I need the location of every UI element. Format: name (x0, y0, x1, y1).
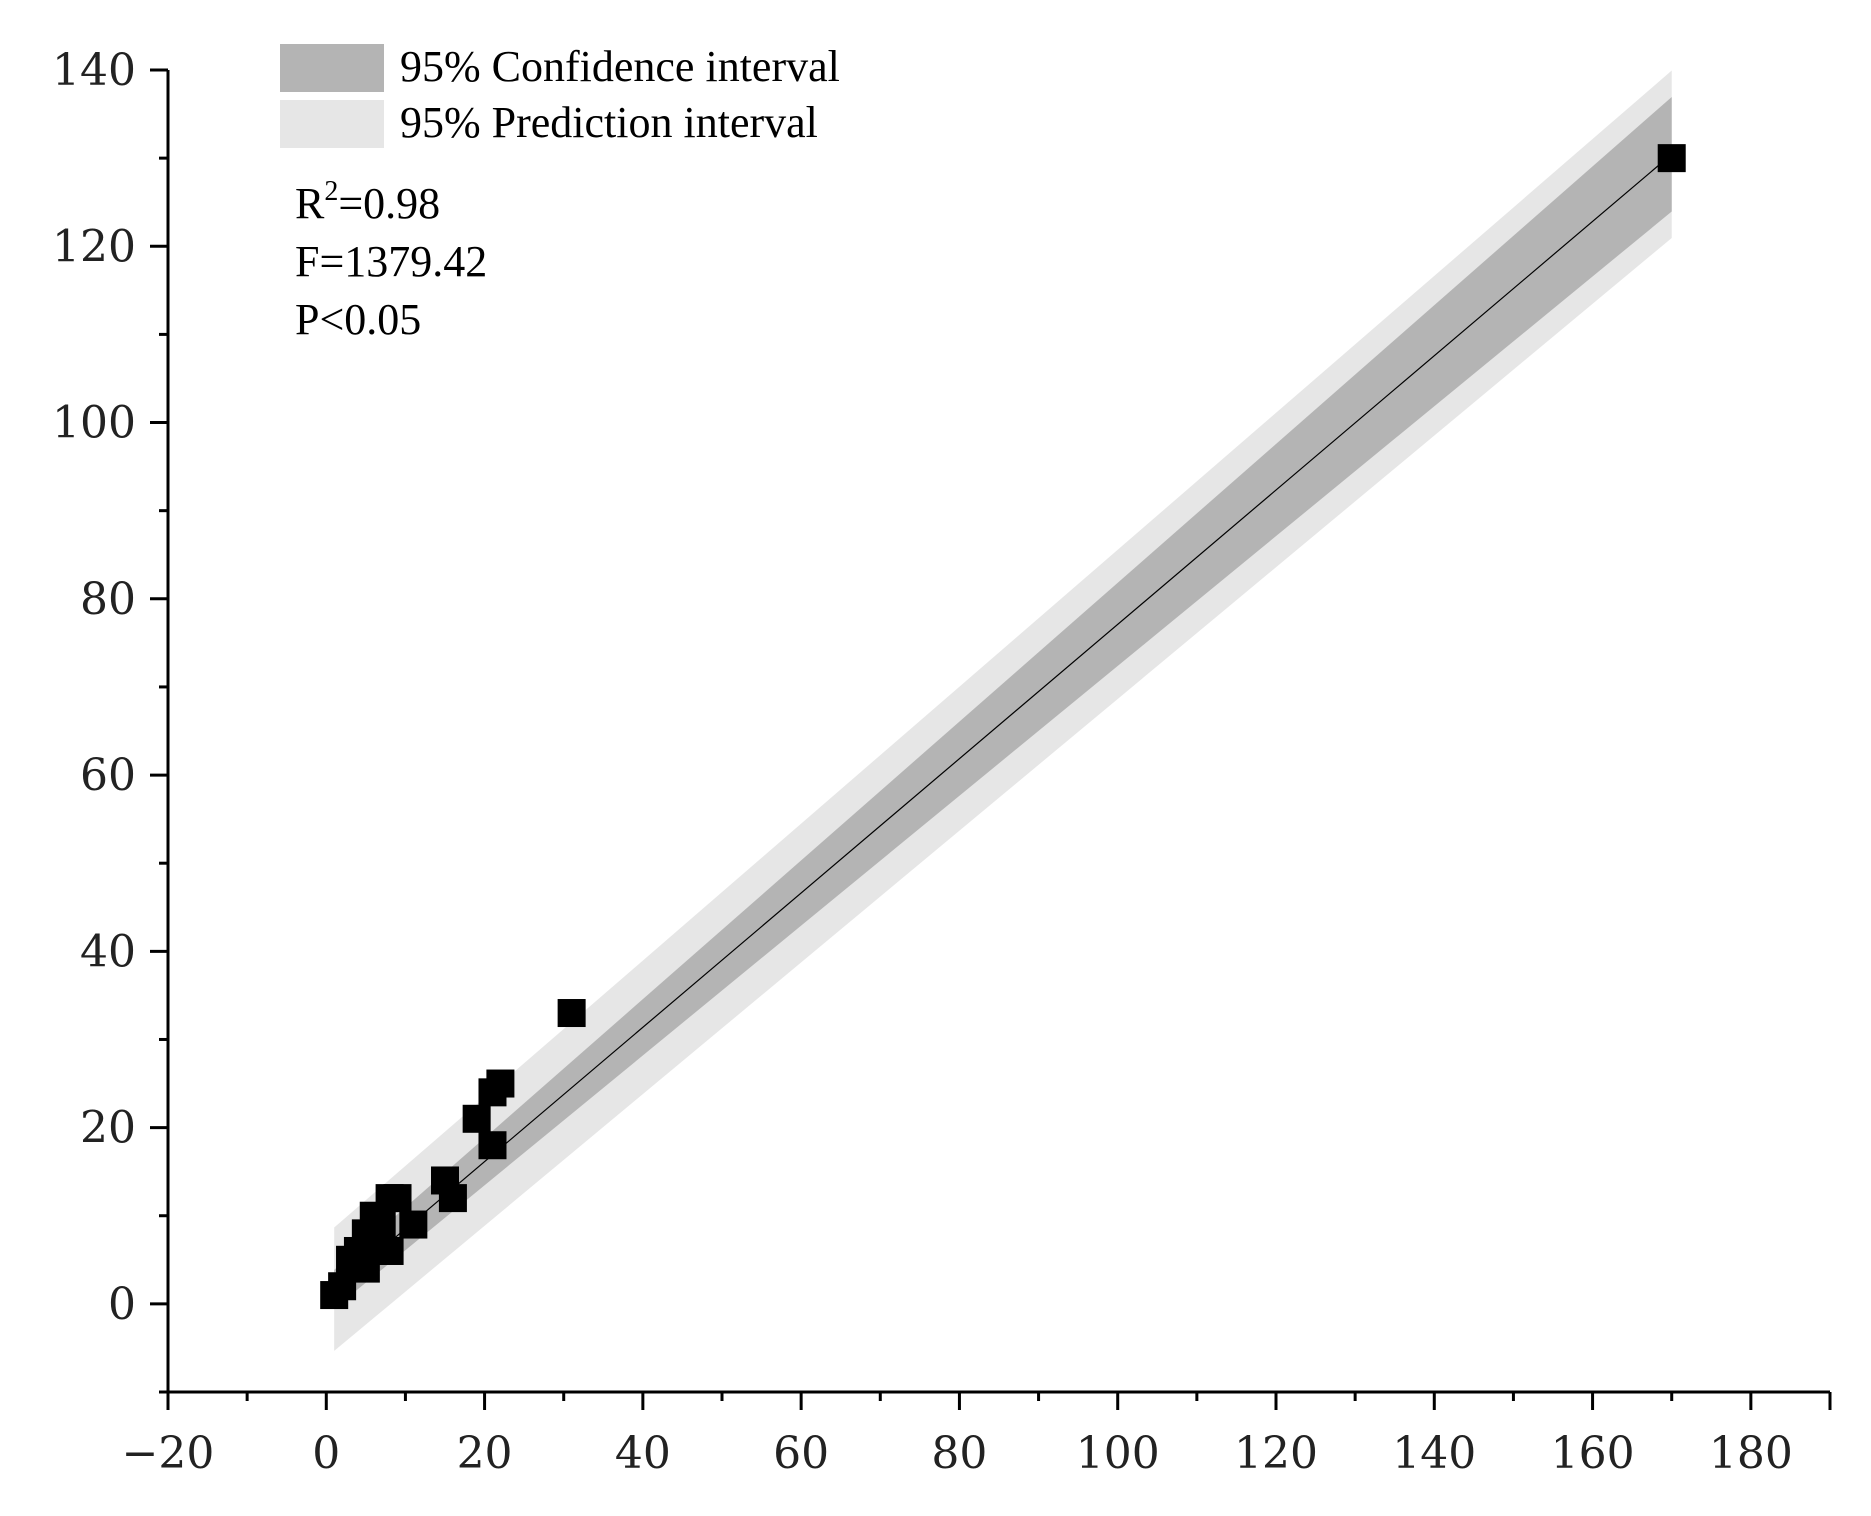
x-tick-label: 80 (931, 1428, 987, 1479)
y-tick-label: 100 (52, 398, 136, 449)
axes: 0 20 40 60 80 100 120 140 −20 0 20 40 60 80 100 120 140 1… (52, 45, 1832, 1479)
x-tick-label: 60 (773, 1428, 829, 1479)
data-point-8 (367, 1210, 396, 1239)
x-tick-label: 0 (312, 1428, 340, 1479)
x-tick-label: 120 (1234, 1428, 1318, 1479)
data-point-4 (351, 1254, 380, 1283)
y-tick-label: 140 (52, 45, 136, 96)
data-point-1 (328, 1272, 357, 1301)
legend-label-0: 95% Confidence interval (400, 42, 840, 91)
interval-bands (334, 70, 1672, 1351)
r-squared-label: R2=0.98 (295, 176, 440, 228)
y-tick-label: 120 (52, 221, 136, 272)
data-point-19 (557, 999, 586, 1028)
legend-swatch-0 (280, 44, 384, 92)
confidence-band (334, 96, 1672, 1309)
data-point-14 (438, 1184, 467, 1213)
y-tick-label: 40 (80, 926, 136, 977)
x-tick-label: −20 (122, 1428, 215, 1479)
data-point-16 (478, 1131, 507, 1160)
y-tick-label: 0 (108, 1279, 136, 1330)
data-point-18 (486, 1069, 515, 1098)
fit-line-group (333, 153, 1673, 1290)
regression-stats: R2=0.98 F=1379.42 P<0.05 (295, 176, 487, 344)
data-point-20 (1657, 144, 1686, 173)
legend-swatch-1 (280, 100, 384, 148)
y-tick-label: 60 (80, 750, 136, 801)
f-statistic-label: F=1379.42 (295, 237, 487, 286)
fit-line (333, 153, 1673, 1290)
legend: 95% Confidence interval 95% Prediction in… (280, 42, 840, 148)
x-tick-label: 160 (1551, 1428, 1635, 1479)
y-tick-label: 20 (80, 1103, 136, 1154)
x-tick-label: 40 (615, 1428, 671, 1479)
y-tick-label: 80 (80, 574, 136, 625)
x-tick-label: 180 (1709, 1428, 1793, 1479)
x-tick-label: 140 (1392, 1428, 1476, 1479)
x-tick-label: 100 (1076, 1428, 1160, 1479)
data-point-15 (462, 1104, 491, 1133)
p-value-label: P<0.05 (295, 295, 421, 344)
x-tick-label: 20 (457, 1428, 513, 1479)
legend-label-1: 95% Prediction interval (400, 98, 818, 147)
data-points (320, 144, 1686, 1310)
data-point-9 (375, 1236, 404, 1265)
data-point-12 (399, 1210, 428, 1239)
data-point-11 (383, 1184, 412, 1213)
